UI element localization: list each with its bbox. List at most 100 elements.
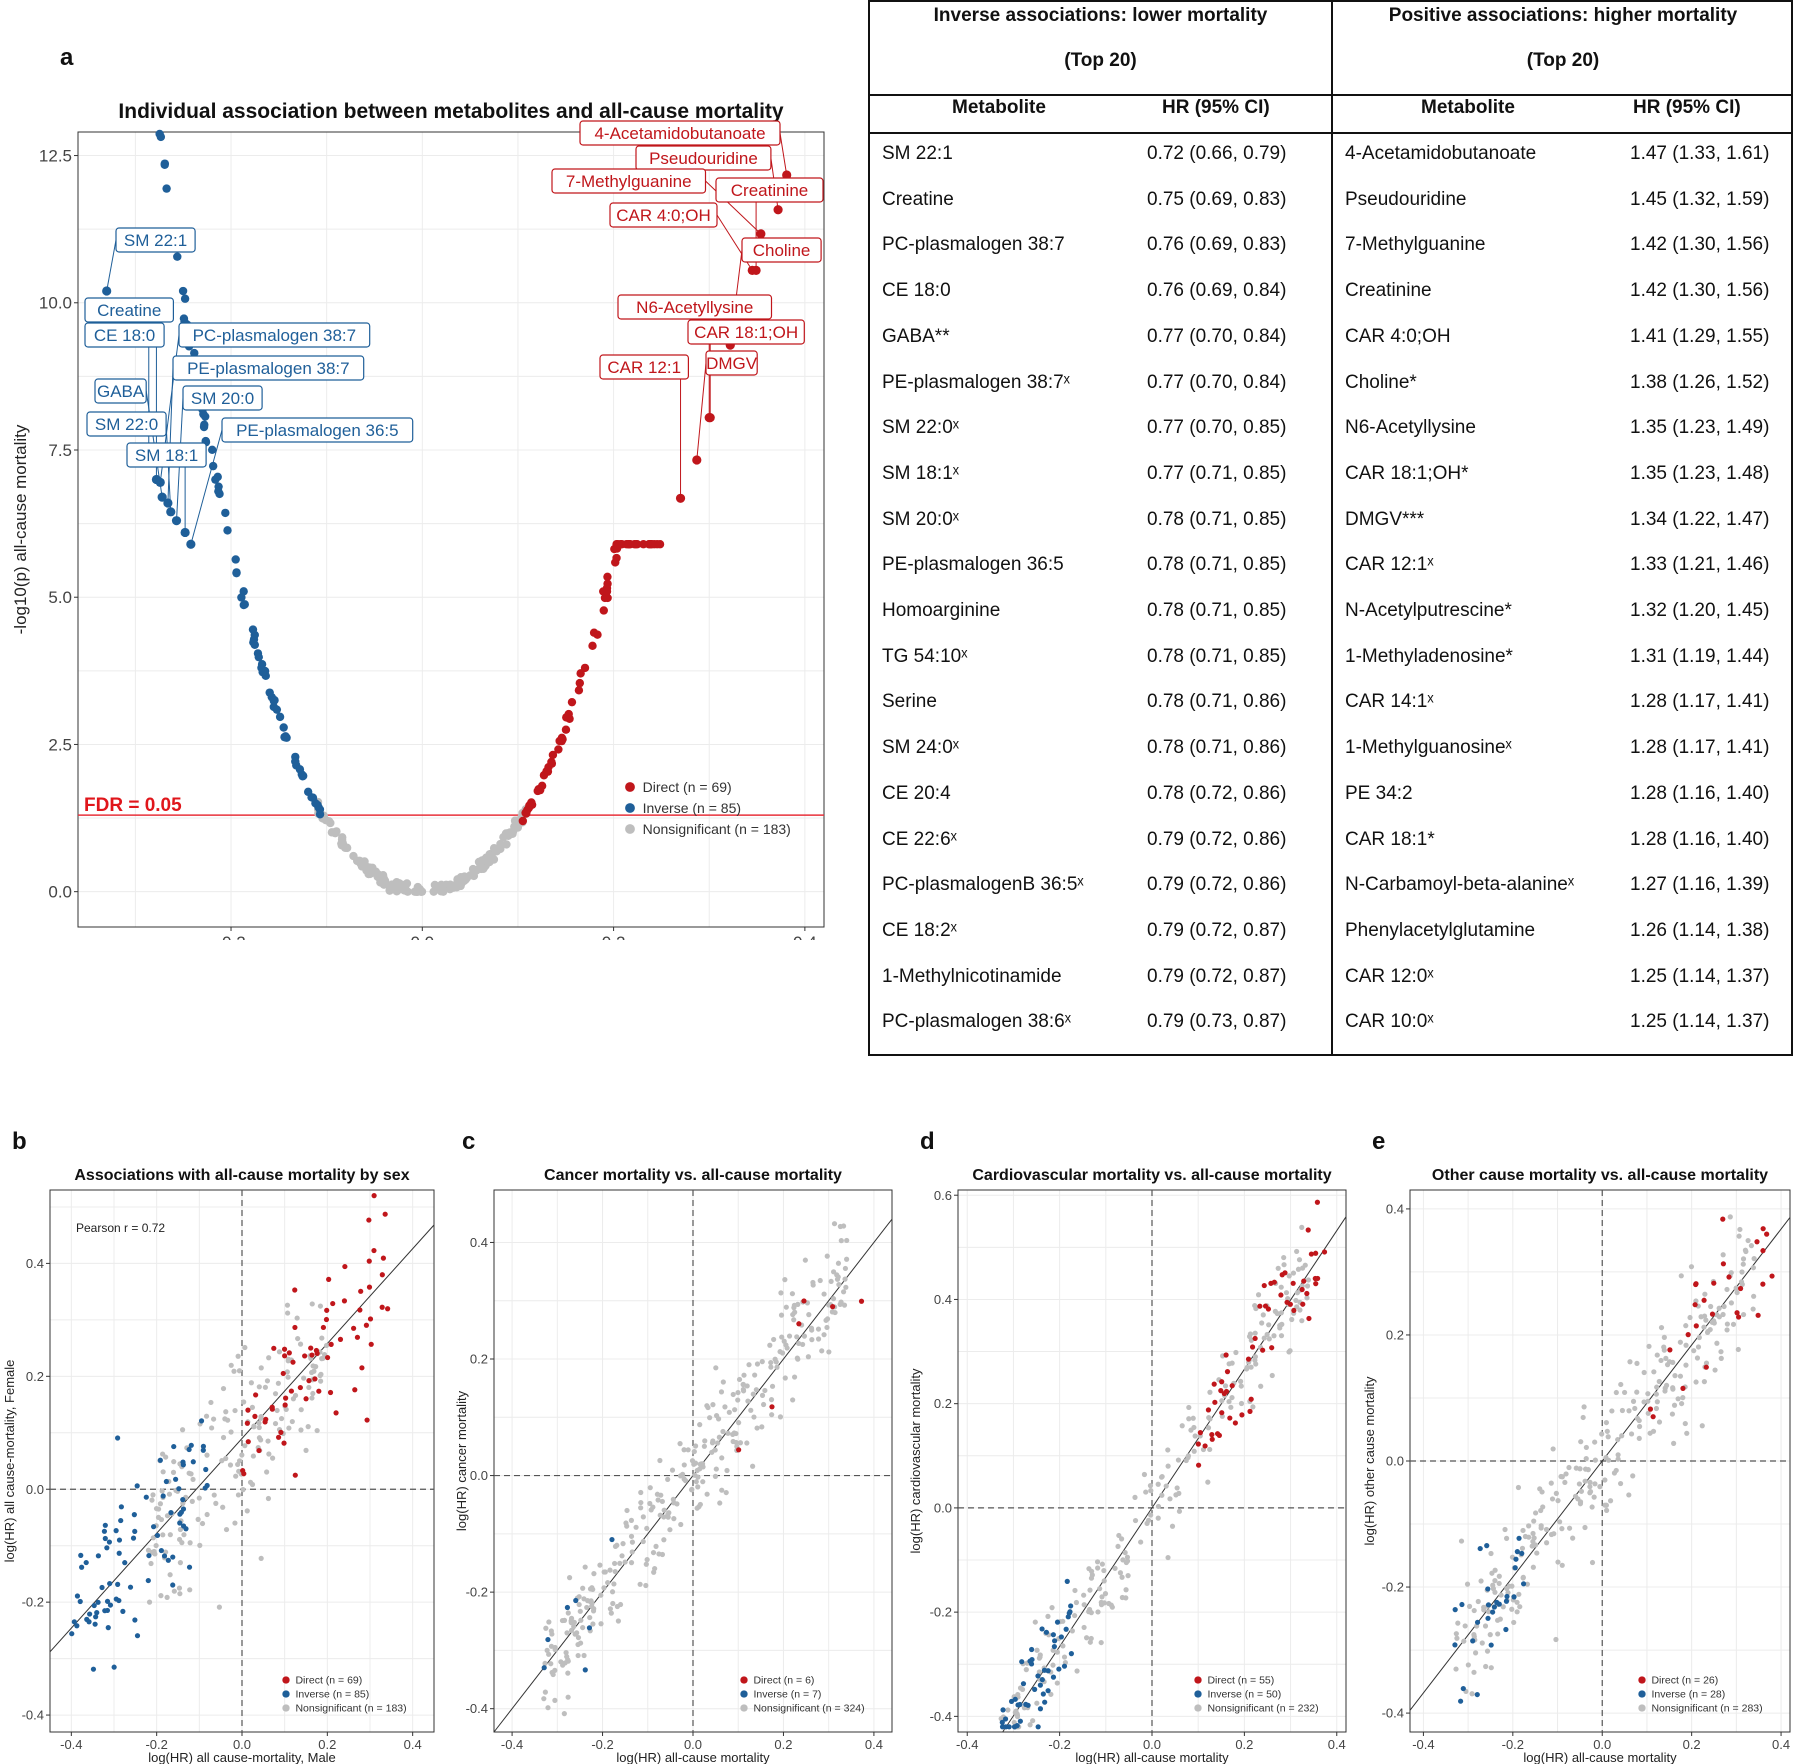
nonsig-point — [1115, 1543, 1121, 1550]
nonsig-point — [1165, 1463, 1171, 1469]
x-tick-label: 0.2 — [774, 1737, 792, 1752]
nonsig-point — [821, 1332, 827, 1338]
direct-point — [351, 1325, 357, 1331]
nonsig-point — [338, 833, 347, 842]
direct-point — [286, 1350, 292, 1356]
direct-point — [366, 1258, 372, 1264]
nonsig-point — [1712, 1367, 1718, 1373]
hazard-ratio: 0.77 (0.70, 0.84) — [1147, 371, 1287, 393]
chart-title: Cancer mortality vs. all-cause mortality — [544, 1167, 842, 1184]
direct-point — [1667, 1347, 1673, 1353]
nonsig-point — [581, 1652, 587, 1659]
nonsig-point — [298, 1407, 304, 1413]
nonsig-point — [836, 1282, 842, 1288]
inverse-point — [186, 1564, 193, 1570]
nonsig-point — [1101, 1567, 1107, 1574]
labeled-point: Choline — [725, 237, 822, 350]
nonsig-point — [1615, 1456, 1621, 1462]
nonsig-point — [1703, 1317, 1709, 1323]
nonsig-point — [830, 1296, 837, 1302]
label-box — [172, 355, 365, 381]
nonsig-point — [1464, 1581, 1471, 1587]
nonsig-point — [468, 864, 478, 874]
nonsig-point — [195, 1516, 201, 1522]
points-group — [69, 1193, 391, 1672]
nonsig-point — [1630, 1398, 1637, 1404]
label-box — [687, 319, 805, 345]
labeled-point: N6-Acetyllysine — [617, 294, 773, 423]
nonsig-point — [239, 1452, 245, 1458]
inverse-point — [199, 422, 209, 432]
nonsig-point — [1636, 1435, 1642, 1442]
direct-point — [292, 1287, 298, 1293]
direct-point — [1290, 1280, 1296, 1286]
nonsig-point — [1509, 1583, 1515, 1589]
nonsig-point — [607, 1606, 613, 1612]
nonsig-point — [733, 1439, 739, 1446]
nonsig-point — [750, 1463, 756, 1469]
nonsig-point — [1255, 1292, 1262, 1298]
inverse-point — [237, 593, 246, 602]
direct-point — [1261, 1282, 1267, 1289]
direct-point — [1647, 1406, 1654, 1412]
inverse-point — [1503, 1626, 1509, 1633]
nonsig-point — [1238, 1378, 1244, 1385]
nonsig-point — [837, 1301, 843, 1307]
nonsig-point — [1496, 1573, 1502, 1579]
inverse-point — [1068, 1651, 1074, 1657]
nonsig-point — [695, 1474, 701, 1480]
nonsig-point — [1609, 1408, 1615, 1414]
direct-point — [1218, 1388, 1224, 1394]
direct-point — [1245, 1356, 1252, 1362]
metabolite-name: CE 20:4 — [882, 782, 951, 804]
direct-point — [371, 1247, 377, 1254]
nonsig-point — [575, 1641, 581, 1648]
nonsig-point — [655, 1497, 661, 1503]
nonsig-point — [285, 1374, 291, 1380]
nonsig-point — [647, 1485, 653, 1491]
nonsig-point — [231, 1368, 237, 1374]
legend-marker — [740, 1704, 748, 1712]
metabolite-name: Creatinine — [1345, 280, 1432, 302]
nonsig-point — [1751, 1293, 1757, 1299]
x-axis-label: log(HR) all-cause mortality — [1523, 1750, 1677, 1764]
nonsig-point — [187, 1540, 193, 1546]
direct-point — [1287, 1301, 1293, 1307]
nonsig-point — [222, 1416, 228, 1422]
nonsig-point — [612, 1568, 618, 1575]
inverse-point — [180, 1523, 187, 1529]
nonsig-point — [187, 1587, 193, 1593]
metabolite-name: CAR 14:1ˣ — [1345, 691, 1434, 713]
metabolite-name: 1-Methylnicotinamide — [882, 965, 1062, 987]
legend-nonsignificant: Nonsignificant (n = 183) — [625, 821, 791, 837]
nonsig-point — [223, 1455, 229, 1462]
nonsig-point — [1295, 1266, 1302, 1272]
nonsig-point — [704, 1403, 710, 1409]
table-divider-header — [870, 94, 1791, 96]
direct-point — [281, 1440, 287, 1446]
nonsig-point — [745, 1398, 751, 1404]
inverse-point — [180, 294, 190, 303]
metabolite-name: DMGV*** — [1345, 508, 1425, 530]
y-tick-label: 0.0 — [48, 883, 72, 902]
inverse-point — [92, 1621, 98, 1627]
legend-marker — [1194, 1704, 1202, 1712]
nonsig-point — [652, 1565, 658, 1572]
legend-text: Inverse (n = 85) — [643, 800, 741, 816]
nonsig-point — [778, 1290, 784, 1296]
inverse-point — [1061, 1663, 1068, 1669]
nonsig-point — [227, 1462, 234, 1468]
nonsig-point — [700, 1479, 706, 1485]
direct-point — [1278, 1292, 1284, 1298]
x-tick-label: 0.4 — [865, 1737, 883, 1752]
nonsig-point — [1095, 1609, 1101, 1615]
x-tick-label: 0.0 — [233, 1737, 251, 1752]
nonsig-point — [782, 1277, 788, 1283]
nonsig-point — [153, 1505, 160, 1512]
nonsig-point — [1572, 1493, 1579, 1499]
direct-point — [1211, 1381, 1217, 1387]
nonsig-point — [560, 1662, 566, 1668]
label-leader — [106, 239, 117, 292]
inverse-point — [200, 1443, 207, 1449]
nonsig-point — [1120, 1557, 1126, 1563]
